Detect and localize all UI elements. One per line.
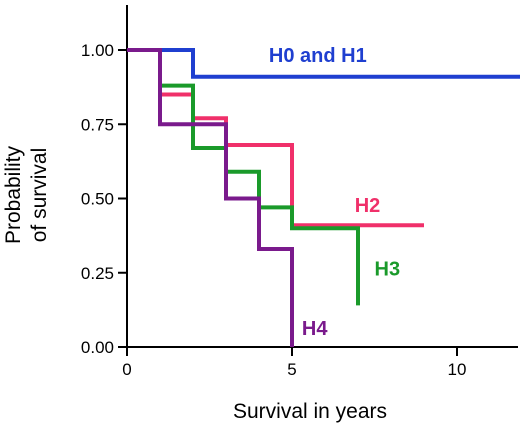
y-tick-label: 1.00 — [81, 41, 114, 60]
series-label-h2: H2 — [355, 195, 381, 217]
x-ticks: 0 5 10 — [122, 347, 466, 379]
series-label-h0-and-h1: H0 and H1 — [269, 45, 367, 67]
y-tick-label: 0.00 — [81, 338, 114, 357]
axes — [126, 5, 518, 348]
series-label-h3: H3 — [375, 259, 401, 281]
y-tick-label: 0.25 — [81, 264, 114, 283]
x-tick-label: 5 — [287, 360, 296, 379]
y-tick-label: 0.75 — [81, 115, 114, 134]
x-tick-label: 10 — [448, 360, 467, 379]
y-ticks: 0.00 0.25 0.50 0.75 1.00 — [81, 41, 127, 357]
series-label-h4: H4 — [302, 318, 328, 340]
series-lines — [127, 48, 520, 347]
x-tick-label: 0 — [122, 360, 131, 379]
series-labels: H0 and H1 H2 H3 H4 — [269, 45, 400, 340]
y-axis-title-line-1: Probability — [2, 145, 25, 244]
y-axis-title-line-2: of survival — [28, 148, 51, 243]
y-tick-label: 0.50 — [81, 190, 114, 209]
series-line-h4 — [127, 48, 294, 347]
x-axis-title: Survival in years — [233, 400, 387, 423]
